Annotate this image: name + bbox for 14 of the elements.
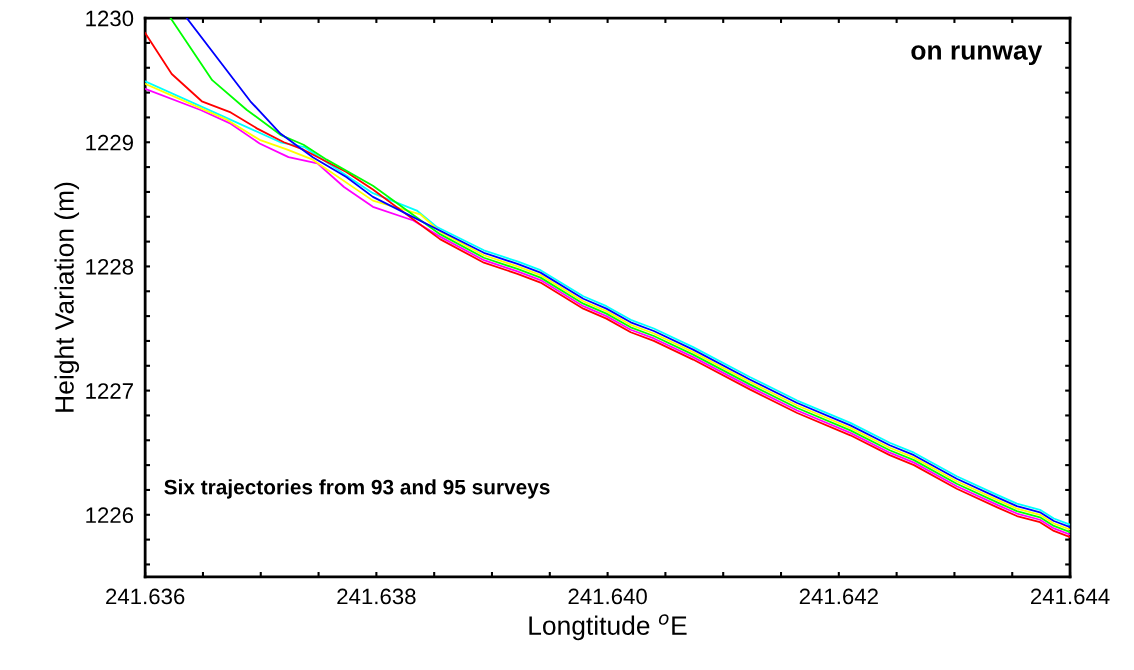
x-tick-label: 241.640 [568,588,647,605]
annotation: Six trajectories from 93 and 95 surveys [164,479,550,499]
y-tick-label: 1226 [86,507,134,524]
x-tick-label: 241.644 [1031,588,1110,605]
y-tick-label: 1230 [86,10,134,27]
x-tick-label: 241.638 [337,588,416,605]
x-tick-label: 241.636 [106,588,185,605]
x-tick-label: 241.642 [799,588,878,605]
y-tick-label: 1229 [86,134,133,151]
annotation: on runway [911,45,1043,66]
x-axis-title: Longtitude $^{o}$E [529,614,687,641]
y-tick-label: 1227 [86,383,133,399]
y-axis-title: Height Variation (m) [54,182,80,412]
y-tick-label: 1228 [86,258,134,275]
